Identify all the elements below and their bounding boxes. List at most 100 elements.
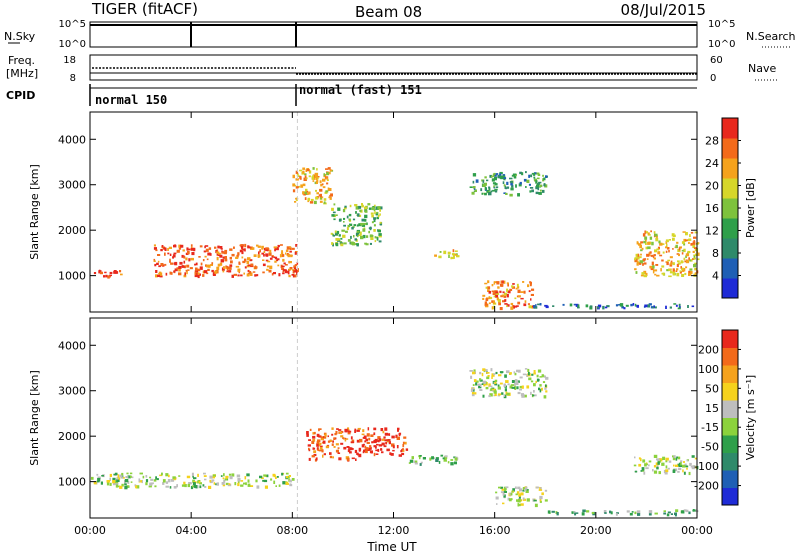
power-echo-cell [358, 223, 362, 227]
velocity-echo-cell [652, 469, 654, 472]
power-echo-cell [512, 173, 517, 176]
colorbar-label: Velocity [m s⁻¹] [744, 375, 757, 460]
velocity-echo-cell [228, 483, 231, 486]
power-echo-cell [207, 264, 211, 268]
power-echo-cell [220, 248, 223, 250]
power-echo-cell [247, 245, 250, 248]
power-echo-cell [656, 248, 660, 251]
velocity-echo-cell [351, 448, 354, 450]
velocity-echo-cell [648, 513, 652, 516]
velocity-echo-cell [672, 470, 676, 473]
power-echo-cell [337, 207, 341, 211]
velocity-echo-cell [119, 485, 123, 489]
velocity-echo-cell [101, 475, 104, 477]
power-echo-cell [327, 187, 330, 191]
power-echo-cell [332, 211, 336, 214]
colorbar-swatch [722, 452, 738, 471]
velocity-echo-cell [574, 512, 577, 516]
velocity-echo-cell [244, 476, 247, 480]
velocity-echo-cell [322, 440, 326, 444]
x-tick-label: 08:00 [276, 524, 308, 537]
power-echo-cell [257, 245, 261, 248]
velocity-echo-cell [510, 384, 515, 386]
nsearch-tick-top: 10^5 [708, 19, 735, 30]
velocity-echo-cell [495, 496, 499, 500]
power-echo-cell [636, 262, 639, 266]
power-echo-cell [677, 307, 681, 310]
power-echo-cell [537, 303, 540, 306]
velocity-echo-cell [494, 383, 498, 386]
velocity-echo-cell [523, 394, 527, 398]
velocity-echo-cell [402, 441, 405, 445]
power-echo-cell [521, 172, 524, 176]
velocity-echo-cell [150, 478, 154, 481]
velocity-echo-region [191, 472, 295, 489]
power-echo-cell [330, 232, 333, 235]
power-echo-cell [454, 254, 457, 256]
power-echo-cell [516, 283, 519, 287]
power-echo-cell [672, 272, 676, 276]
velocity-echo-cell [259, 475, 263, 479]
power-echo-cell [302, 191, 305, 195]
velocity-echo-cell [543, 395, 547, 399]
power-echo-cell [337, 238, 340, 241]
power-echo-cell [334, 230, 337, 234]
power-echo-cell [366, 235, 369, 238]
nsearch-label: N.Search [746, 30, 796, 43]
power-echo-cell [296, 261, 299, 265]
power-echo-cell [176, 249, 180, 253]
velocity-echo-cell [199, 485, 202, 489]
power-echo-cell [188, 258, 191, 262]
power-echo-cell [220, 259, 224, 263]
panel-background [90, 318, 697, 518]
power-echo-cell [244, 243, 247, 248]
velocity-echo-cell [656, 465, 659, 468]
power-echo-cell [349, 204, 352, 208]
velocity-echo-cell [165, 481, 169, 484]
velocity-echo-cell [483, 383, 486, 387]
power-echo-cell [181, 266, 185, 268]
power-echo-cell [535, 304, 537, 307]
velocity-echo-cell [482, 394, 485, 398]
power-echo-cell [287, 270, 290, 275]
power-echo-cell [176, 267, 179, 270]
velocity-echo-cell [288, 475, 291, 477]
power-echo-cell [488, 187, 491, 191]
power-echo-cell [537, 186, 540, 191]
power-echo-cell [354, 238, 357, 241]
power-echo-cell [365, 243, 369, 246]
power-echo-cell [355, 206, 359, 210]
velocity-echo-cell [494, 381, 497, 384]
power-echo-cell [668, 275, 672, 278]
power-echo-cell [361, 218, 365, 222]
power-echo-cell [484, 282, 488, 285]
velocity-echo-cell [335, 449, 339, 453]
velocity-echo-cell [361, 444, 365, 448]
velocity-echo-cell [539, 389, 542, 393]
power-echo-cell [641, 247, 644, 250]
power-echo-cell [250, 263, 254, 267]
power-echo-region [469, 171, 548, 197]
power-echo-cell [661, 243, 665, 245]
power-echo-cell [634, 258, 638, 263]
velocity-echo-cell [398, 432, 402, 435]
velocity-echo-cell [275, 477, 277, 479]
velocity-echo-cell [306, 431, 309, 435]
y-tick-label: 2000 [58, 430, 86, 443]
power-echo-cell [165, 272, 168, 276]
power-echo-cell [237, 268, 241, 272]
velocity-echo-cell [515, 493, 518, 496]
colorbar-tick-label: 200 [698, 343, 719, 356]
velocity-echo-cell [678, 462, 681, 465]
velocity-echo-cell [145, 482, 148, 486]
velocity-echo-cell [656, 466, 659, 470]
velocity-echo-cell [396, 436, 400, 440]
power-echo-cell [676, 268, 679, 271]
velocity-echo-cell [316, 443, 320, 447]
power-echo-cell [538, 192, 542, 195]
velocity-echo-cell [497, 384, 500, 387]
velocity-echo-cell [197, 473, 199, 477]
power-echo-cell [493, 300, 495, 304]
power-echo-cell [158, 271, 162, 274]
velocity-echo-cell [404, 441, 407, 445]
